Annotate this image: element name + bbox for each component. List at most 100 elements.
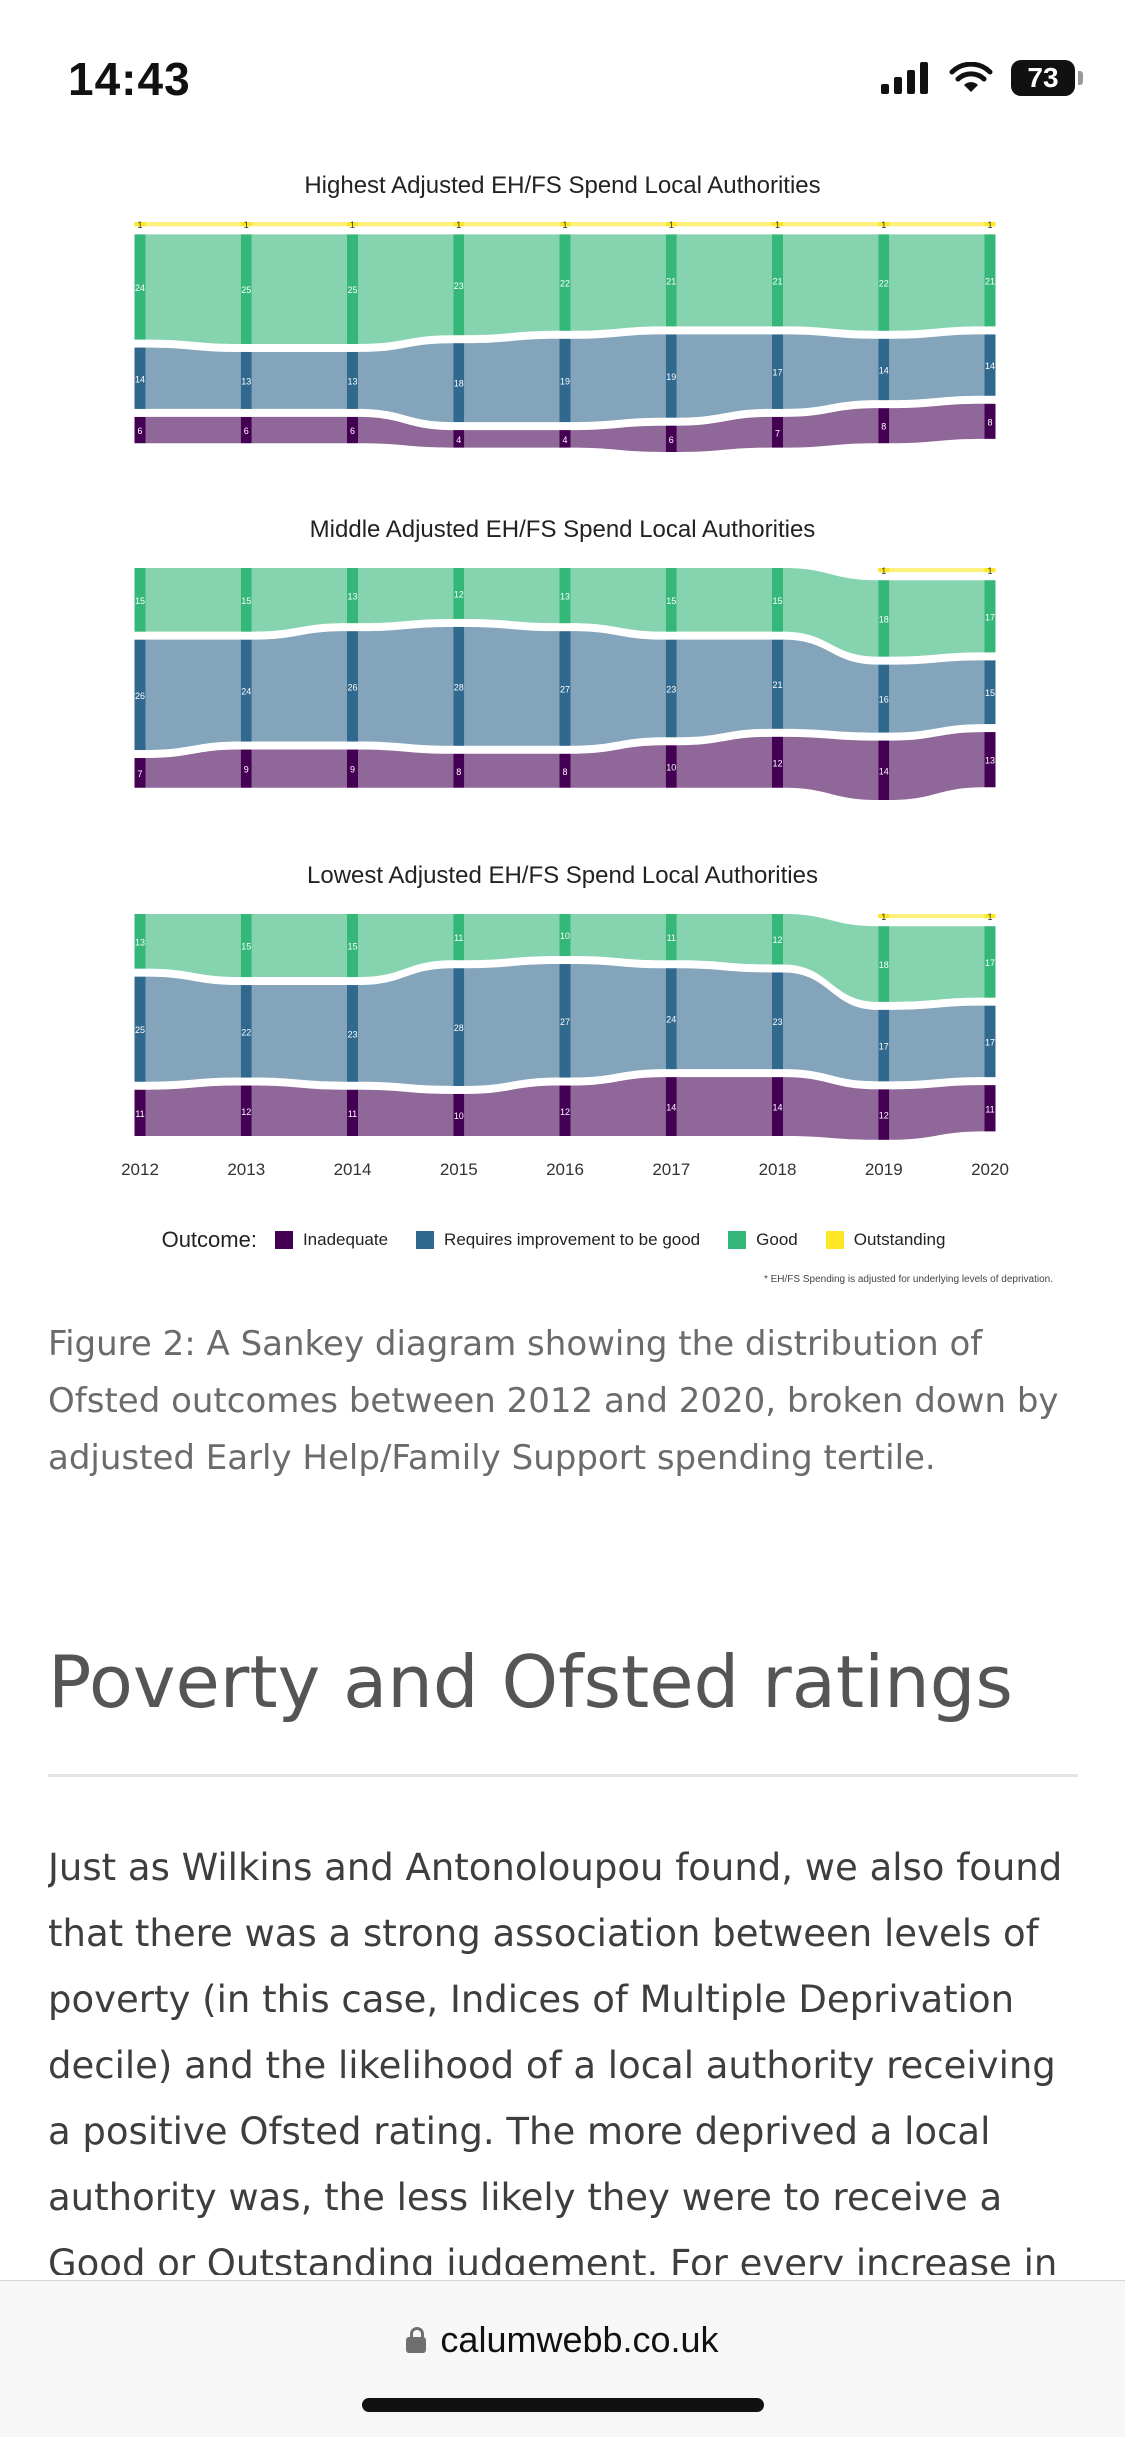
sankey-node-label-2-1-4: 10	[560, 931, 570, 941]
sankey-node-label-0-2-8: 14	[985, 361, 995, 371]
sankey-node-label-1-1-3: 12	[454, 589, 464, 599]
sankey-band-0-2-2	[358, 343, 454, 423]
sankey-band-1-3-1	[251, 749, 347, 788]
sankey-band-1-2-6	[783, 639, 879, 733]
sankey-band-1-1-7	[889, 580, 985, 657]
x-axis-label-2016: 2016	[546, 1160, 584, 1179]
sankey-node-label-0-2-1: 13	[241, 376, 251, 386]
sankey-node-label-0-3-3: 4	[456, 435, 461, 445]
sankey-band-0-2-5	[676, 334, 772, 418]
sankey-node-1-2-6	[772, 639, 783, 729]
sankey-node-label-0-3-6: 7	[775, 428, 780, 438]
url-text[interactable]: calumwebb.co.uk	[440, 2319, 719, 2360]
sankey-node-label-0-2-4: 19	[560, 376, 570, 386]
sankey-node-2-2-0	[134, 976, 146, 1082]
sankey-node-0-0-1	[240, 222, 252, 227]
lock-icon	[406, 2327, 427, 2353]
sankey-band-2-0-7	[889, 914, 985, 919]
sankey-node-label-0-1-6: 21	[772, 276, 782, 286]
sankey-node-label-0-0-0: 1	[137, 220, 142, 230]
sankey-node-label-1-2-7: 16	[879, 695, 889, 705]
sankey-node-2-3-4	[559, 1085, 571, 1136]
legend-swatch-requires	[416, 1231, 435, 1249]
sankey-node-label-2-1-8: 17	[985, 958, 995, 968]
x-axis-label-2013: 2013	[227, 1160, 265, 1179]
sankey-node-1-3-5	[665, 745, 677, 788]
sankey-band-0-3-4	[570, 425, 666, 452]
sankey-node-label-0-1-4: 22	[560, 279, 570, 289]
sankey-node-0-0-5	[665, 222, 677, 227]
browser-address-bar[interactable]: calumwebb.co.uk	[0, 2280, 1125, 2437]
sankey-node-0-2-1	[240, 351, 252, 409]
sankey-band-2-2-5	[676, 968, 772, 1070]
chart-legend: Outcome: Inadequate Requires improvement…	[0, 1227, 1125, 1253]
x-axis-label-2018: 2018	[759, 1160, 797, 1179]
sankey-node-1-1-4	[559, 568, 571, 624]
sankey-band-0-2-1	[251, 351, 347, 409]
sankey-node-label-2-3-0: 11	[135, 1109, 144, 1119]
sankey-node-label-1-2-8: 15	[985, 688, 995, 698]
sankey-node-1-1-3	[453, 568, 465, 619]
sankey-band-2-2-1	[251, 985, 347, 1082]
sankey-node-label-0-0-4: 1	[562, 220, 567, 230]
sankey-node-label-0-0-7: 1	[881, 220, 886, 230]
sankey-node-label-0-3-4: 4	[562, 435, 567, 445]
sankey-node-label-2-1-5: 11	[667, 933, 676, 943]
sankey-node-label-0-1-5: 21	[666, 276, 676, 286]
sankey-band-0-2-0	[145, 347, 241, 409]
sankey-node-label-1-2-5: 23	[666, 684, 676, 694]
sankey-node-1-2-5	[665, 639, 677, 738]
sankey-node-0-0-3	[453, 222, 465, 227]
sankey-band-0-0-3	[464, 222, 560, 227]
sankey-node-2-1-7	[878, 926, 890, 1002]
sankey-node-0-3-8	[984, 403, 996, 439]
sankey-node-2-2-2	[347, 985, 358, 1082]
sankey-band-2-1-4	[570, 914, 666, 961]
sankey-node-2-2-1	[240, 985, 252, 1078]
sankey-node-label-2-3-8: 11	[985, 1104, 994, 1114]
sankey-node-2-3-2	[347, 1089, 358, 1136]
sankey-node-0-0-6	[772, 222, 783, 227]
sankey-band-0-1-0	[145, 234, 241, 344]
figure-caption: Figure 2: A Sankey diagram showing the d…	[48, 1324, 1059, 1478]
sankey-band-1-1-5	[676, 568, 772, 632]
sankey-node-1-3-3	[453, 753, 465, 788]
sankey-node-label-1-2-2: 26	[347, 682, 357, 692]
sankey-band-2-3-2	[358, 1089, 454, 1136]
sankey-band-0-3-6	[783, 408, 879, 448]
sankey-node-label-0-1-8: 21	[985, 276, 995, 286]
sankey-band-2-1-0	[145, 914, 241, 978]
sankey-node-label-0-3-8: 8	[987, 417, 992, 427]
sankey-band-2-3-3	[464, 1085, 560, 1136]
sankey-node-label-0-3-7: 8	[881, 422, 886, 432]
sankey-band-0-3-2	[358, 416, 454, 448]
sankey-node-label-2-3-7: 12	[879, 1111, 889, 1121]
legend-swatch-good	[728, 1231, 747, 1249]
sankey-node-label-1-2-6: 21	[772, 680, 782, 690]
sankey-node-0-1-6	[772, 234, 783, 327]
sankey-node-2-3-7	[878, 1089, 890, 1140]
sankey-node-0-2-2	[347, 351, 358, 409]
sankey-band-2-2-6	[783, 972, 879, 1082]
x-axis-label-2015: 2015	[440, 1160, 478, 1179]
sankey-node-2-2-4	[559, 964, 571, 1078]
sankey-node-label-0-2-0: 14	[135, 374, 145, 384]
sankey-node-2-0-7	[878, 914, 890, 919]
sankey-node-2-1-3	[453, 914, 465, 961]
sankey-node-label-0-3-5: 6	[669, 435, 674, 445]
status-time: 14:43	[68, 53, 191, 105]
home-indicator[interactable]	[362, 2398, 764, 2412]
sankey-band-0-2-6	[783, 334, 879, 409]
heading-divider	[48, 1774, 1078, 1777]
sankey-node-2-2-6	[772, 972, 783, 1070]
sankey-node-label-2-2-5: 24	[666, 1015, 676, 1025]
sankey-node-2-0-8	[984, 914, 996, 919]
sankey-band-1-2-4	[570, 631, 666, 746]
sankey-band-2-1-5	[676, 914, 772, 965]
status-bar: 14:43 73	[0, 0, 1125, 150]
sankey-node-1-2-1	[240, 639, 252, 742]
section-heading: Poverty and Ofsted ratings	[48, 1640, 1013, 1724]
sankey-band-0-2-4	[570, 334, 666, 423]
sankey-band-2-2-0	[145, 976, 241, 1082]
sankey-node-label-1-2-1: 24	[241, 687, 251, 697]
